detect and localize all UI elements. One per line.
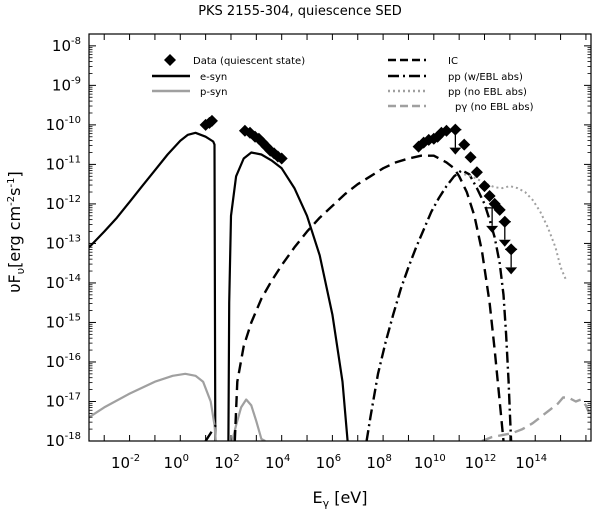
chart-title: PKS 2155-304, quiescence SED xyxy=(198,4,402,19)
y-tick-label: 10-11 xyxy=(46,154,81,173)
series-pp-w-ebl-abs-6 xyxy=(365,169,513,441)
svg-text:Data (quiescent state): Data (quiescent state) xyxy=(193,56,305,67)
svg-text:pp (no EBL abs): pp (no EBL abs) xyxy=(448,87,527,98)
legend-item-data-quiescent-state: Data (quiescent state) xyxy=(164,54,305,67)
series-e-syn-1 xyxy=(227,151,349,441)
y-axis-title: υFυ[erg cm-2s-1] xyxy=(5,171,27,292)
legend-item-pp-w-ebl-abs: pp (w/EBL abs) xyxy=(388,72,523,83)
data-point xyxy=(483,190,496,203)
series-p-syn-3 xyxy=(231,398,266,441)
series-p-no-ebl-abs-8 xyxy=(481,396,591,441)
data-point xyxy=(478,180,491,193)
y-tick-label: 10-10 xyxy=(46,115,81,134)
svg-text:IC: IC xyxy=(448,56,458,67)
y-tick-label: 10-18 xyxy=(46,431,81,450)
data-points-layer xyxy=(199,114,518,275)
legend-item-e-syn: e-syn xyxy=(152,72,227,83)
legend-item-p-syn: p-syn xyxy=(152,87,227,98)
x-tick-label: 104 xyxy=(265,453,290,472)
series-p-syn-2 xyxy=(89,372,217,441)
x-axis-title: Eγ [eV] xyxy=(313,488,368,510)
y-tick-label: 10-12 xyxy=(46,194,81,213)
series-ic-5 xyxy=(233,154,505,441)
y-tick-label: 10-16 xyxy=(46,352,81,371)
legend: Data (quiescent state) e-syn p-syn IC pp (w/… xyxy=(152,54,534,113)
series-e-syn-0 xyxy=(89,131,217,441)
data-point xyxy=(464,151,477,164)
data-point xyxy=(498,215,511,228)
y-tick-label: 10-14 xyxy=(46,273,81,292)
y-tick-label: 10-17 xyxy=(46,391,81,410)
legend-item-pp-no-ebl-abs: pp (no EBL abs) xyxy=(388,87,527,98)
series-layer xyxy=(89,131,591,441)
legend-item-ic: IC xyxy=(388,56,458,67)
data-point xyxy=(493,203,506,216)
x-tick-label: 1010 xyxy=(414,453,446,472)
data-point xyxy=(275,152,288,165)
y-tick-label: 10-13 xyxy=(46,233,81,252)
y-tick-label: 10-8 xyxy=(52,36,81,55)
data-point xyxy=(449,123,462,136)
svg-text:pp (w/EBL abs): pp (w/EBL abs) xyxy=(448,72,523,83)
data-point xyxy=(505,243,518,256)
series-pp-no-ebl-abs-7 xyxy=(463,173,567,280)
axis-ticks: 10-2 100 102 104 106 108 1010 1012 1014 10-8 10-9 1… xyxy=(46,34,591,472)
data-point xyxy=(470,166,483,179)
data-point xyxy=(205,114,218,127)
legend-item-p-no-ebl-abs: pγ (no EBL abs) xyxy=(388,102,534,113)
x-tick-label: 106 xyxy=(316,453,341,472)
x-tick-label: 102 xyxy=(214,453,239,472)
x-tick-label: 100 xyxy=(164,453,189,472)
series-ic-4 xyxy=(204,424,217,441)
y-tick-label: 10-15 xyxy=(46,312,81,331)
x-tick-label: 1014 xyxy=(515,453,547,472)
y-tick-label: 10-9 xyxy=(52,75,81,94)
x-tick-label: 10-2 xyxy=(111,453,140,472)
svg-text:pγ (no EBL abs): pγ (no EBL abs) xyxy=(455,102,534,113)
x-tick-label: 108 xyxy=(366,453,391,472)
data-point xyxy=(458,138,471,151)
x-tick-label: 1012 xyxy=(465,453,497,472)
plot-frame xyxy=(88,33,592,442)
svg-text:e-syn: e-syn xyxy=(200,72,227,83)
svg-text:p-syn: p-syn xyxy=(200,87,227,98)
data-point xyxy=(440,124,453,137)
